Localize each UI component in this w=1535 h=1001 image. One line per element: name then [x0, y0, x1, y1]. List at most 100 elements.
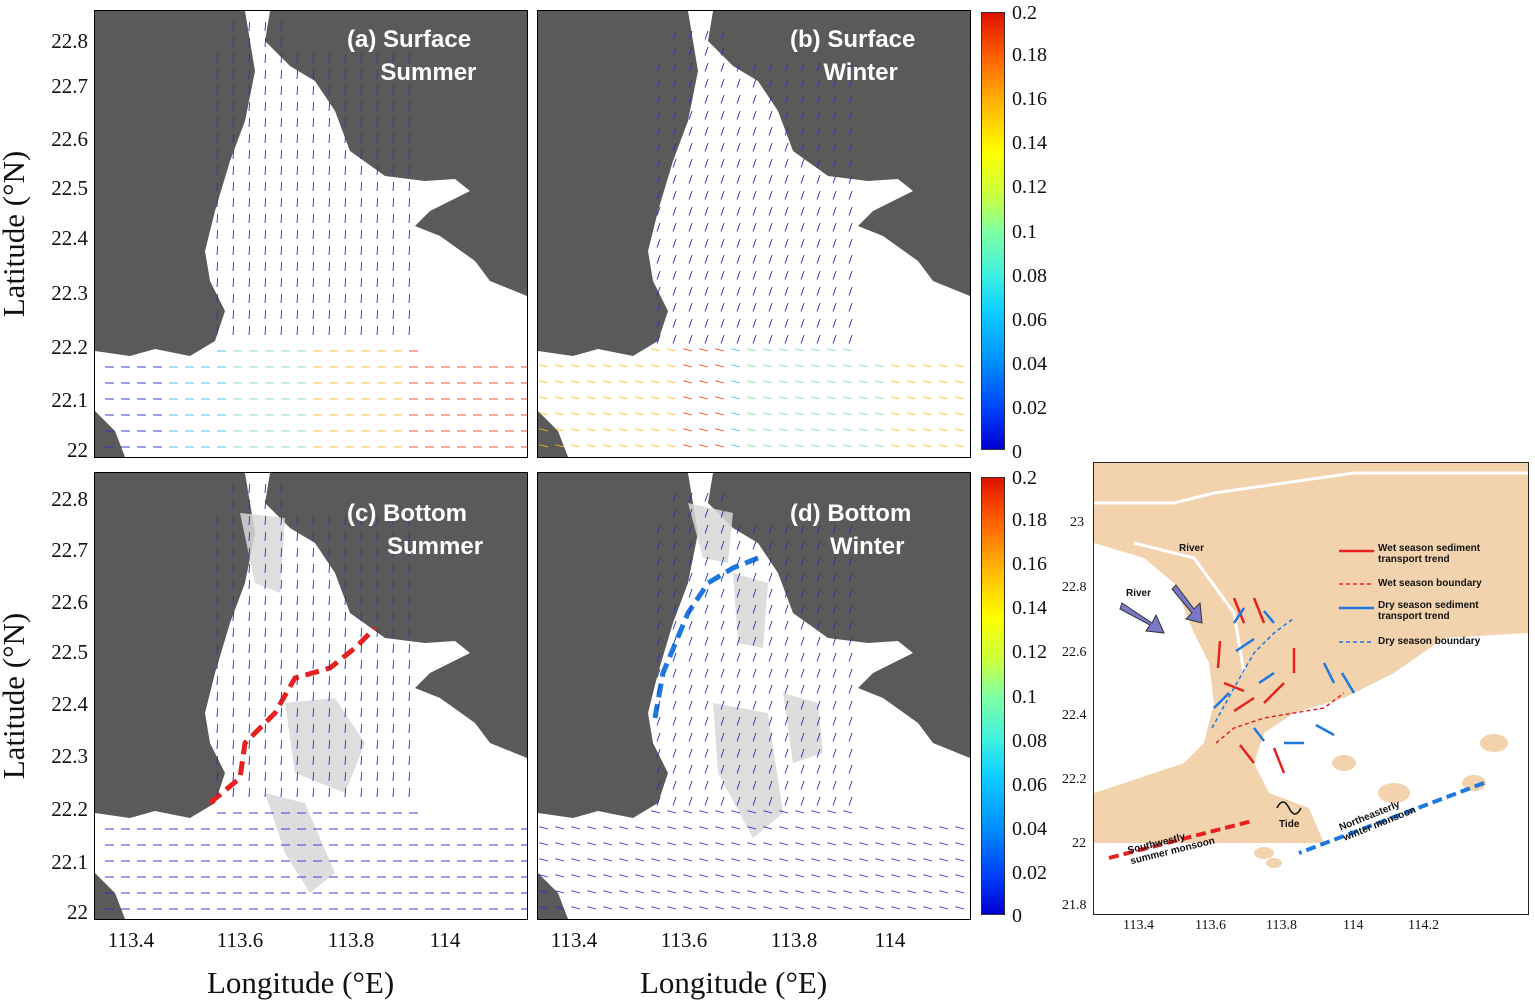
- vector-arrow: [699, 810, 709, 814]
- vector-arrow: [296, 69, 299, 80]
- vector-arrow: [923, 858, 933, 862]
- vector-arrow: [376, 325, 379, 336]
- vector-arrow: [736, 110, 741, 120]
- vector-arrow: [715, 444, 725, 448]
- vector-arrow: [731, 810, 741, 814]
- vector-arrow: [832, 716, 837, 726]
- vector-arrow: [216, 85, 219, 96]
- vector-arrow: [296, 293, 299, 304]
- velocity-vectors: [105, 21, 527, 448]
- vector-arrow: [704, 556, 709, 566]
- vector-arrow: [603, 906, 613, 910]
- vector-arrow: [768, 556, 773, 566]
- y-tick: 22.2: [51, 335, 88, 359]
- vector-arrow: [704, 62, 709, 72]
- vector-arrow: [216, 707, 219, 718]
- vector-arrow: [635, 444, 645, 448]
- vector-arrow: [779, 842, 789, 846]
- vector-arrow: [635, 874, 645, 878]
- vector-arrow: [736, 174, 741, 184]
- vector-arrow: [752, 556, 757, 566]
- vector-arrow: [280, 675, 283, 686]
- vector-arrow: [360, 643, 363, 654]
- vector-arrow: [232, 579, 235, 590]
- vector-arrow: [731, 826, 741, 830]
- vector-arrow: [603, 380, 613, 384]
- vector-arrow: [715, 810, 725, 814]
- vector-arrow: [248, 771, 251, 782]
- vector-arrow: [816, 556, 821, 566]
- vector-arrow: [264, 309, 267, 320]
- vector-arrow: [216, 117, 219, 128]
- vector-arrow: [939, 858, 949, 862]
- vector-arrow: [408, 149, 411, 160]
- vector-arrow: [280, 483, 283, 494]
- vector-arrow: [832, 206, 837, 216]
- vector-arrow: [667, 380, 677, 384]
- y-tick: 22.1: [51, 850, 88, 874]
- vector-arrow: [800, 604, 805, 614]
- vector-arrow: [408, 325, 411, 336]
- vector-arrow: [699, 348, 709, 352]
- vector-arrow: [656, 652, 661, 662]
- vector-arrow: [408, 261, 411, 272]
- vector-arrow: [656, 780, 661, 790]
- vector-arrow: [408, 69, 411, 80]
- x-axis-title-left: Longitude (°E): [207, 965, 395, 1000]
- vector-arrow: [264, 483, 267, 494]
- tide-label: Tide: [1279, 819, 1300, 830]
- vector-arrow: [312, 85, 315, 96]
- vector-arrow: [672, 668, 677, 678]
- vector-arrow: [312, 261, 315, 272]
- vector-arrow: [811, 444, 821, 448]
- vector-arrow: [344, 723, 347, 734]
- vector-arrow: [651, 810, 661, 814]
- legend-symbols: [1339, 549, 1374, 643]
- vector-arrow: [408, 579, 411, 590]
- y-tick: 22.5: [51, 640, 88, 664]
- vector-arrow: [344, 69, 347, 80]
- vector-arrow: [376, 531, 379, 542]
- vector-arrow: [859, 396, 869, 400]
- vector-arrow: [827, 444, 837, 448]
- vector-arrow: [312, 165, 315, 176]
- velocity-vectors: [539, 492, 965, 910]
- vector-arrow: [216, 197, 219, 208]
- vector-arrow: [619, 874, 629, 878]
- vector-arrow: [651, 858, 661, 862]
- vector-arrow: [360, 101, 363, 112]
- colorbar-tick: 0: [1012, 441, 1022, 463]
- vector-arrow: [656, 94, 661, 104]
- vector-arrow: [891, 444, 901, 448]
- vector-arrow: [328, 197, 331, 208]
- vector-arrow: [704, 540, 709, 550]
- vector-arrow: [360, 229, 363, 240]
- vector-arrow: [216, 181, 219, 192]
- vector-arrow: [635, 842, 645, 846]
- vector-arrow: [672, 588, 677, 598]
- vector-arrow: [328, 69, 331, 80]
- vector-arrow: [939, 412, 949, 416]
- x-axis-title-right: Longitude (°E): [640, 965, 828, 1000]
- vector-arrow: [328, 515, 331, 526]
- river-label-1: River: [1179, 543, 1205, 554]
- vector-arrow: [731, 412, 741, 416]
- vector-arrow: [360, 595, 363, 606]
- vector-arrow: [768, 732, 773, 742]
- vector-arrow: [656, 716, 661, 726]
- colorbar-tick: 0.08: [1012, 265, 1047, 287]
- vector-arrow: [232, 165, 235, 176]
- vector-arrow: [264, 117, 267, 128]
- vector-arrow: [672, 110, 677, 120]
- vector-arrow: [827, 412, 837, 416]
- vector-arrow: [656, 764, 661, 774]
- vector-arrow: [264, 69, 267, 80]
- vector-arrow: [264, 245, 267, 256]
- vector-arrow: [328, 213, 331, 224]
- vector-arrow: [816, 318, 821, 328]
- vector-arrow: [720, 796, 725, 806]
- vector-arrow: [408, 707, 411, 718]
- vector-arrow: [752, 110, 757, 120]
- vector-arrow: [280, 627, 283, 638]
- x-tick: 113.8: [1266, 918, 1297, 933]
